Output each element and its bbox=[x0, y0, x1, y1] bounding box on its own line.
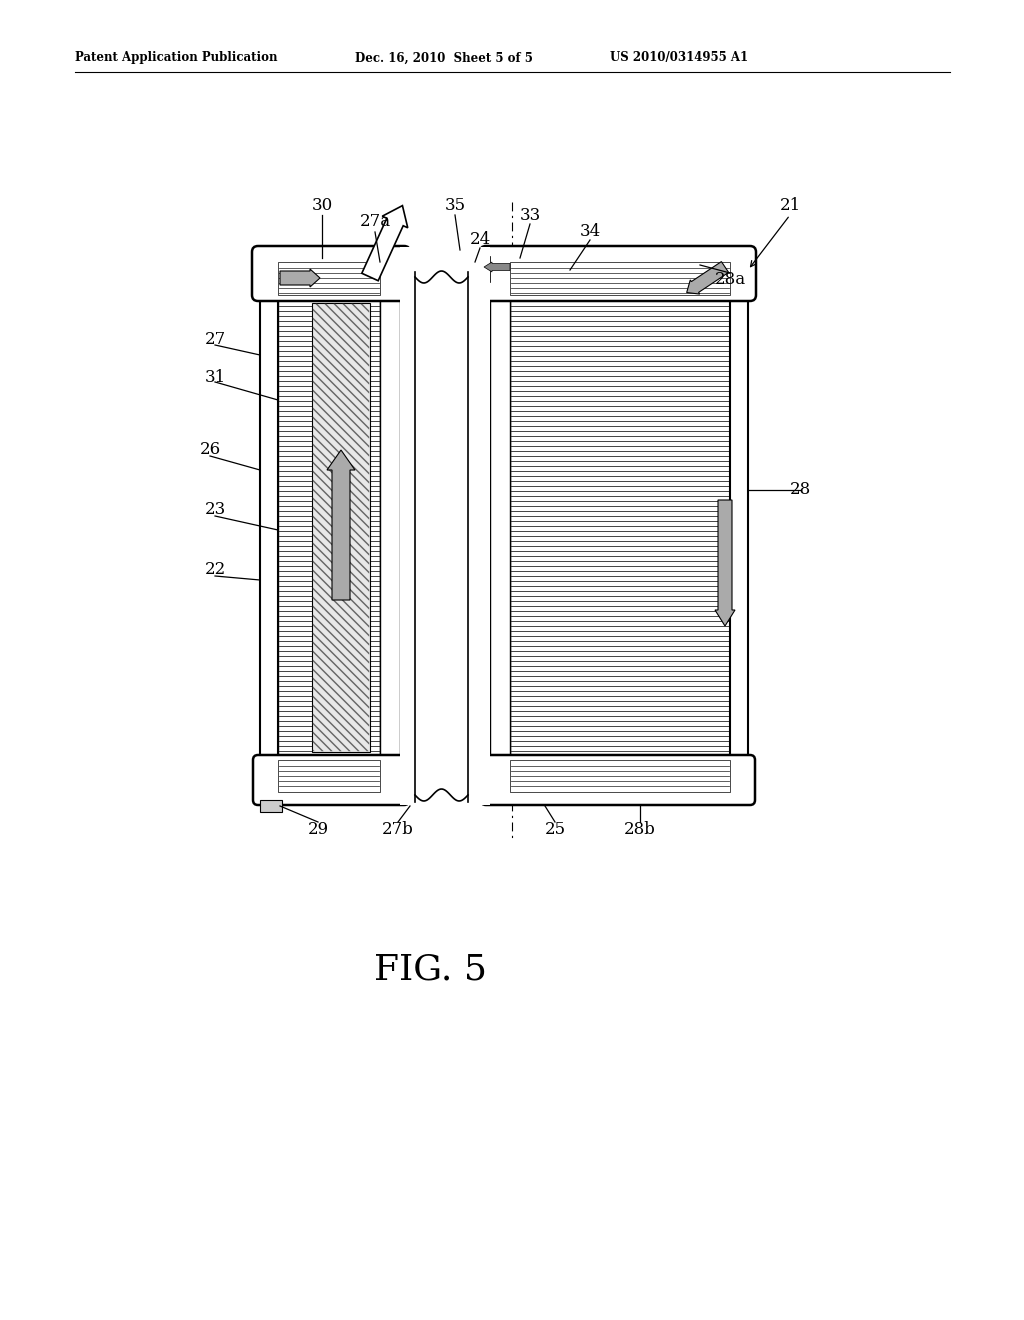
Bar bbox=[260, 800, 282, 812]
Bar bbox=[278, 261, 380, 294]
Bar bbox=[460, 257, 490, 282]
Text: 28b: 28b bbox=[624, 821, 656, 838]
FancyArrow shape bbox=[327, 450, 355, 601]
Bar bbox=[490, 294, 510, 760]
Text: 28a: 28a bbox=[715, 272, 745, 289]
Text: 24: 24 bbox=[469, 231, 490, 248]
Text: US 2010/0314955 A1: US 2010/0314955 A1 bbox=[610, 51, 749, 65]
Bar bbox=[400, 290, 490, 766]
Bar bbox=[260, 294, 278, 760]
Bar bbox=[510, 261, 730, 294]
Text: 27b: 27b bbox=[382, 821, 414, 838]
Bar bbox=[312, 304, 370, 752]
Bar bbox=[278, 760, 380, 792]
Bar bbox=[400, 247, 490, 294]
FancyArrow shape bbox=[280, 269, 319, 286]
FancyArrow shape bbox=[484, 261, 510, 272]
FancyBboxPatch shape bbox=[253, 755, 409, 805]
FancyBboxPatch shape bbox=[252, 246, 410, 301]
Bar bbox=[380, 294, 400, 760]
FancyBboxPatch shape bbox=[480, 246, 756, 301]
Text: Dec. 16, 2010  Sheet 5 of 5: Dec. 16, 2010 Sheet 5 of 5 bbox=[355, 51, 532, 65]
FancyArrow shape bbox=[715, 500, 735, 626]
Text: FIG. 5: FIG. 5 bbox=[374, 953, 486, 987]
Bar bbox=[510, 760, 730, 792]
Text: 33: 33 bbox=[519, 206, 541, 223]
Text: 28: 28 bbox=[790, 482, 811, 499]
Bar bbox=[730, 294, 748, 760]
FancyArrow shape bbox=[687, 261, 729, 294]
FancyBboxPatch shape bbox=[481, 755, 755, 805]
Text: 34: 34 bbox=[580, 223, 601, 240]
Text: 31: 31 bbox=[205, 370, 225, 387]
Text: 23: 23 bbox=[205, 502, 225, 519]
Text: 21: 21 bbox=[779, 197, 801, 214]
Bar bbox=[400, 760, 490, 805]
Text: 29: 29 bbox=[307, 821, 329, 838]
Text: Patent Application Publication: Patent Application Publication bbox=[75, 51, 278, 65]
FancyArrow shape bbox=[361, 206, 408, 281]
Text: 25: 25 bbox=[545, 821, 565, 838]
Bar bbox=[510, 294, 730, 760]
Text: 35: 35 bbox=[444, 197, 466, 214]
Text: 30: 30 bbox=[311, 197, 333, 214]
Text: 27a: 27a bbox=[359, 214, 390, 231]
Bar bbox=[278, 294, 380, 760]
Text: 27: 27 bbox=[205, 331, 225, 348]
Text: 26: 26 bbox=[200, 441, 220, 458]
Text: 22: 22 bbox=[205, 561, 225, 578]
